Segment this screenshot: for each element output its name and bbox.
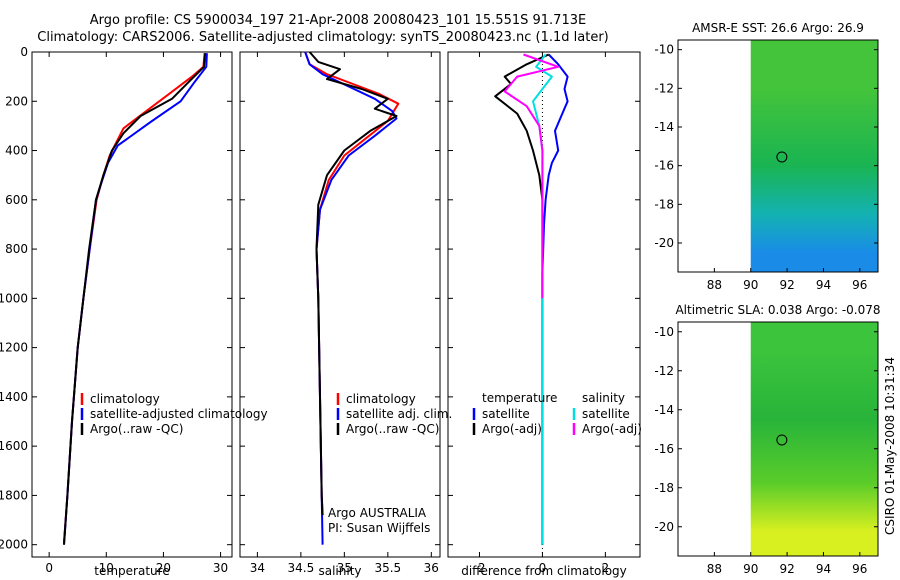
y-tick-label: -18 (654, 481, 674, 495)
legend-label: climatology (346, 392, 416, 406)
legend-label: climatology (90, 392, 160, 406)
map-title: AMSR-E SST: 26.6 Argo: 26.9 (692, 21, 864, 35)
y-tick-label: 1800 (0, 488, 28, 502)
series-line-argo-raw-qc- (308, 51, 398, 516)
y-tick-label: -14 (654, 403, 674, 417)
y-tick-label: -14 (654, 120, 674, 134)
map-title: Altimetric SLA: 0.038 Argo: -0.078 (675, 303, 880, 317)
panel-sla-map: 88 90 92 94 96 -10 -12 -14 -16 -18 -20 Altimetric S… (654, 303, 880, 576)
legend-label: Argo(-adj) (482, 422, 542, 436)
legend-label: satellite (582, 407, 630, 421)
panel-temperature: 0 10 20 30 0 200 400 600 800 1000 1200 1400 1600 1800… (0, 45, 268, 578)
y-tick-label: -20 (654, 236, 674, 250)
legend-label: satellite adj. clim. (346, 407, 452, 421)
y-tick-label: -12 (654, 364, 674, 378)
series-line-salinity-argo-adj- (503, 53, 560, 299)
x-axis-label: salinity (318, 564, 361, 578)
x-tick-label: 92 (779, 562, 794, 576)
x-tick-label: 96 (852, 562, 867, 576)
x-tick-label: 96 (852, 278, 867, 292)
y-tick-label: 600 (5, 193, 28, 207)
legend-label: Argo(..raw -QC) (346, 422, 439, 436)
series-line-salinity-satellite (532, 53, 553, 545)
x-tick-label: 0 (45, 561, 53, 575)
y-tick-label: -10 (654, 325, 674, 339)
legend-label: Argo(-adj) (582, 422, 642, 436)
x-tick-label: 90 (743, 562, 758, 576)
axes-frame-sla-map (677, 321, 879, 557)
y-tick-label: 2000 (0, 538, 28, 552)
series-line-climatology (63, 53, 206, 543)
y-tick-label: -16 (654, 159, 674, 173)
series-line-satellite-adjusted-climatology (63, 53, 208, 545)
timestamp-stamp: CSIRO 01-May-2008 10:31:34 (883, 357, 897, 535)
y-tick-label: -16 (654, 442, 674, 456)
y-tick-label: 200 (5, 94, 28, 108)
x-tick-label: 88 (707, 278, 722, 292)
x-tick-label: 35 (337, 561, 352, 575)
legend-label: satellite (482, 407, 530, 421)
x-tick-label: 94 (816, 562, 831, 576)
x-tick-label: 0 (539, 561, 547, 575)
map-field (750, 322, 878, 556)
x-tick-label: 36 (424, 561, 439, 575)
legend-title: temperature (482, 391, 557, 405)
x-tick-label: 2 (602, 561, 610, 575)
axes-frame-difference (447, 51, 641, 558)
x-tick-label: 20 (156, 561, 171, 575)
x-axis-label: difference from climatology (461, 564, 627, 578)
y-tick-label: -18 (654, 197, 674, 211)
axes-frame-salinity (239, 51, 441, 558)
series-line-temperature-argo-adj- (494, 53, 550, 545)
title-line-2: Climatology: CARS2006. Satellite-adjuste… (37, 30, 609, 45)
argo-position-marker (776, 434, 788, 446)
axes-frame-temperature (31, 51, 233, 558)
y-tick-label: 400 (5, 144, 28, 158)
x-tick-label: 94 (816, 278, 831, 292)
x-tick-label: 35.5 (374, 561, 401, 575)
x-tick-label: 30 (213, 561, 228, 575)
series-line-climatology (304, 51, 400, 516)
series-line-argo-raw-qc- (63, 53, 207, 545)
y-tick-label: -20 (654, 520, 674, 534)
x-tick-label: -2 (473, 561, 485, 575)
x-tick-label: 92 (779, 278, 794, 292)
legend-title: salinity (582, 391, 625, 405)
x-tick-label: 88 (707, 562, 722, 576)
axes-frame-sst-map (677, 39, 879, 273)
y-tick-label: -10 (654, 43, 674, 57)
y-tick-label: 800 (5, 242, 28, 256)
x-tick-label: 34.5 (288, 561, 315, 575)
panel-annotation: Argo AUSTRALIA (328, 506, 427, 520)
argo-position-marker (776, 151, 788, 163)
legend-label: satellite-adjusted climatology (90, 407, 268, 421)
y-tick-label: 0 (20, 45, 28, 59)
panel-annotation: PI: Susan Wijffels (328, 521, 430, 535)
y-tick-label: 1400 (0, 390, 28, 404)
panel-sst-map: 88 90 92 94 96 -10 -12 -14 -16 -18 -20 AMSR-E SST: … (654, 21, 879, 292)
x-axis-label: temperature (94, 564, 169, 578)
legend-label: Argo(..raw -QC) (90, 422, 183, 436)
map-field (750, 40, 878, 272)
y-tick-label: 1000 (0, 291, 28, 305)
y-tick-label: 1200 (0, 341, 28, 355)
title-line-1: Argo profile: CS 5900034_197 21-Apr-2008… (90, 13, 586, 28)
x-tick-label: 10 (99, 561, 114, 575)
x-tick-label: 34 (250, 561, 265, 575)
panel-salinity: 34 34.5 35 35.5 36 salinity climatologysatelli… (239, 51, 452, 578)
y-tick-label: -12 (654, 81, 674, 95)
series-line-temperature-satellite (541, 53, 569, 545)
x-tick-label: 90 (743, 278, 758, 292)
y-tick-label: 1600 (0, 439, 28, 453)
